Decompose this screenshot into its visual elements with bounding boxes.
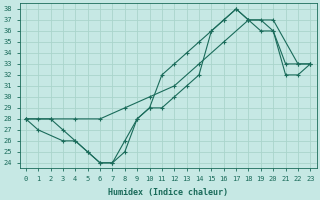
X-axis label: Humidex (Indice chaleur): Humidex (Indice chaleur) [108, 188, 228, 197]
